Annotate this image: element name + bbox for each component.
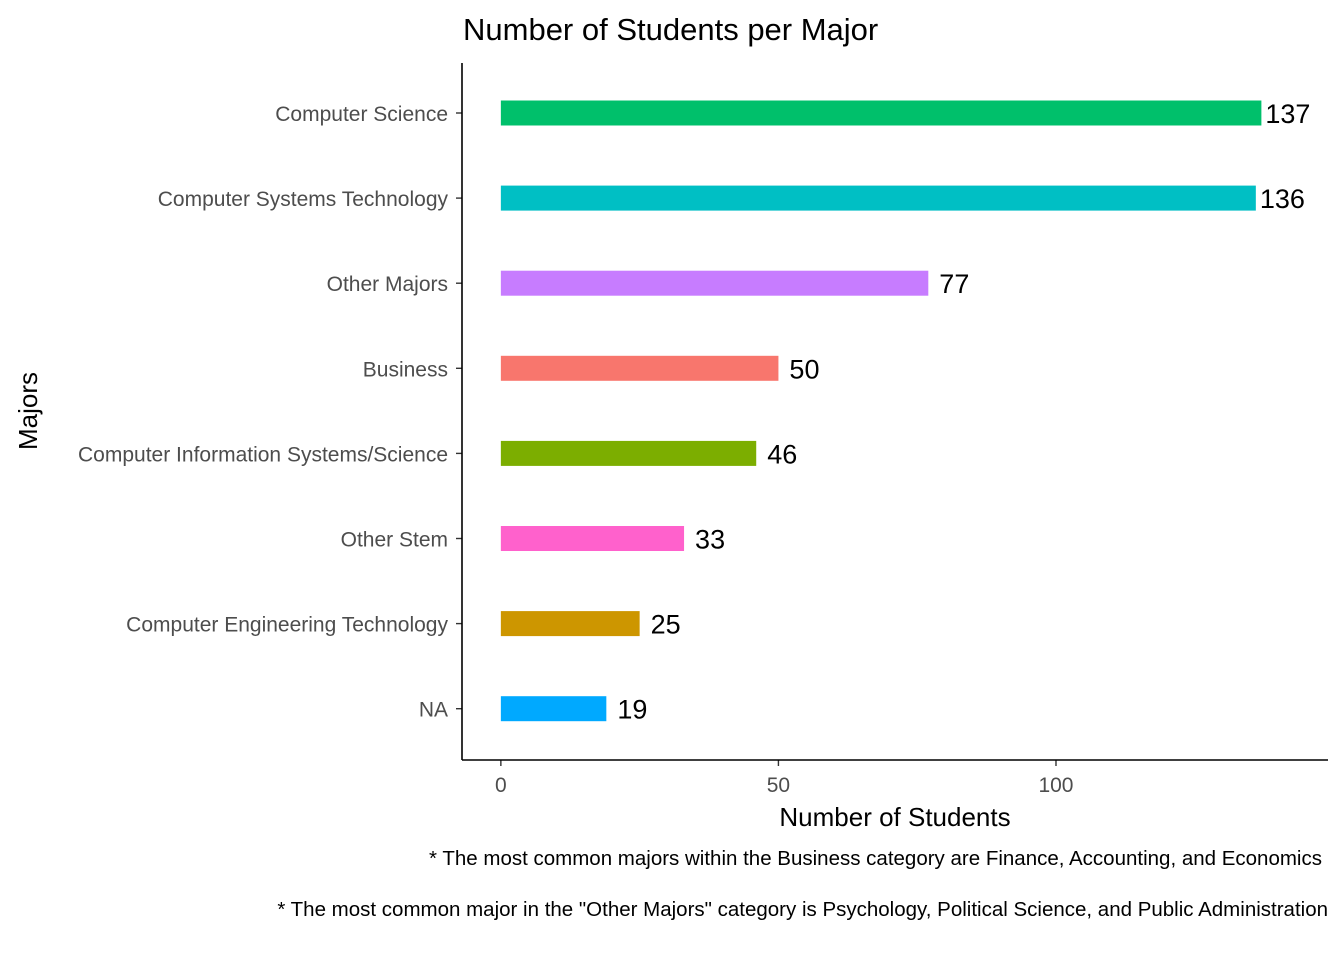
x-tick-label-50: 50 <box>767 774 790 797</box>
bar-other-majors <box>500 270 929 296</box>
y-tick-label-computer-systems-technology: Computer Systems Technology <box>158 188 449 211</box>
caption-business: * The most common majors within the Busi… <box>429 847 1322 870</box>
data-label-computer-engineering-technology: 25 <box>651 610 681 640</box>
caption-other-majors: * The most common major in the "Other Ma… <box>277 898 1328 921</box>
y-tick-label-other-stem: Other Stem <box>341 529 448 552</box>
data-label-business: 50 <box>789 354 819 384</box>
x-axis-title: Number of Students <box>779 802 1010 832</box>
bar-computer-systems-technology <box>500 185 1256 211</box>
data-label-computer-systems-technology: 136 <box>1260 184 1305 214</box>
bar-computer-engineering-technology <box>500 611 640 637</box>
data-label-other-stem: 33 <box>695 525 725 555</box>
data-label-na: 19 <box>617 695 647 725</box>
y-tick-labels: Computer Science Computer Systems Technol… <box>78 103 462 722</box>
data-label-computer-information-systems-science: 46 <box>767 439 797 469</box>
y-axis-title: Majors <box>13 372 43 450</box>
bar-other-stem <box>500 526 685 551</box>
bar-na <box>500 696 607 722</box>
y-tick-label-other-majors: Other Majors <box>327 273 448 296</box>
y-tick-label-computer-engineering-technology: Computer Engineering Technology <box>126 614 448 637</box>
y-tick-label-business: Business <box>363 358 448 381</box>
y-tick-label-na: NA <box>419 699 448 722</box>
bars-group: 137 136 77 50 46 33 25 19 <box>500 99 1310 725</box>
chart-title: Number of Students per Major <box>463 12 878 47</box>
y-tick-label-computer-information-systems-science: Computer Information Systems/Science <box>78 443 448 466</box>
bar-computer-information-systems-science <box>500 440 757 466</box>
x-tick-label-100: 100 <box>1038 774 1073 797</box>
data-label-computer-science: 137 <box>1265 99 1310 129</box>
x-tick-label-0: 0 <box>495 774 507 797</box>
y-tick-label-computer-science: Computer Science <box>275 103 448 126</box>
bar-business <box>500 355 779 381</box>
x-ticks: 0 50 100 <box>495 760 1074 797</box>
bar-computer-science <box>500 100 1262 126</box>
data-label-other-majors: 77 <box>939 269 969 299</box>
